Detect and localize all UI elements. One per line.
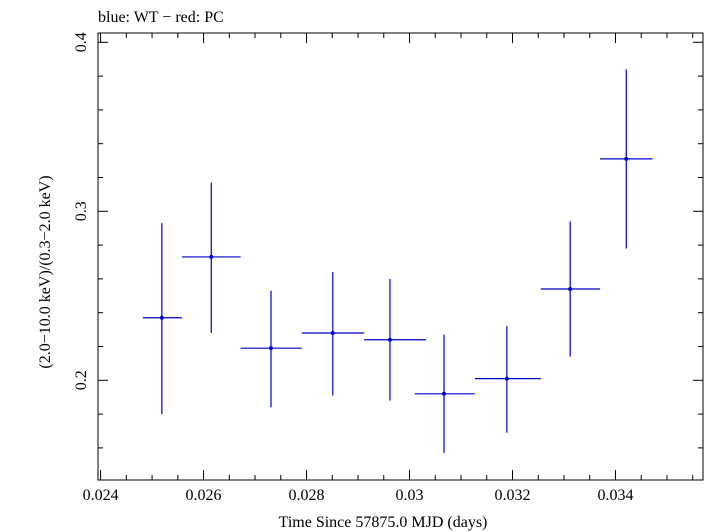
data-point [540,221,601,357]
y-axis-label: (2.0−10.0 keV)/(0.3−2.0 keV) [37,175,54,368]
data-point [142,223,182,415]
y-tick-label: 0.3 [73,201,90,221]
point-marker [159,315,164,320]
x-axis-label: Time Since 57875.0 MJD (days) [279,514,488,531]
plot-frame [97,32,704,481]
data-series [142,69,653,453]
x-tick-label: 0.028 [289,487,325,504]
y-tick-label: 0.2 [73,370,90,390]
x-tick-label: 0.03 [396,487,424,504]
point-marker [269,346,274,351]
data-point [301,272,365,396]
chart-title: blue: WT − red: PC [98,9,224,26]
data-point [474,326,541,433]
point-marker [442,391,447,396]
y-axis: 0.2 0.3 0.4 [73,32,703,449]
point-marker [387,337,392,342]
data-point [364,278,426,401]
point-marker [330,330,335,335]
x-tick-label: 0.034 [597,487,633,504]
data-point [240,290,302,408]
x-tick-label: 0.024 [83,487,119,504]
data-point [181,182,241,333]
x-tick-label: 0.032 [494,487,530,504]
point-marker [209,254,214,259]
data-point [414,334,475,453]
x-tick-label: 0.026 [186,487,222,504]
y-tick-label: 0.4 [73,32,90,52]
data-point [600,69,653,249]
point-marker [624,156,629,161]
point-marker [504,376,509,381]
x-axis: 0.024 0.026 0.028 0.03 0.032 0.034 [83,33,694,504]
point-marker [568,287,573,292]
